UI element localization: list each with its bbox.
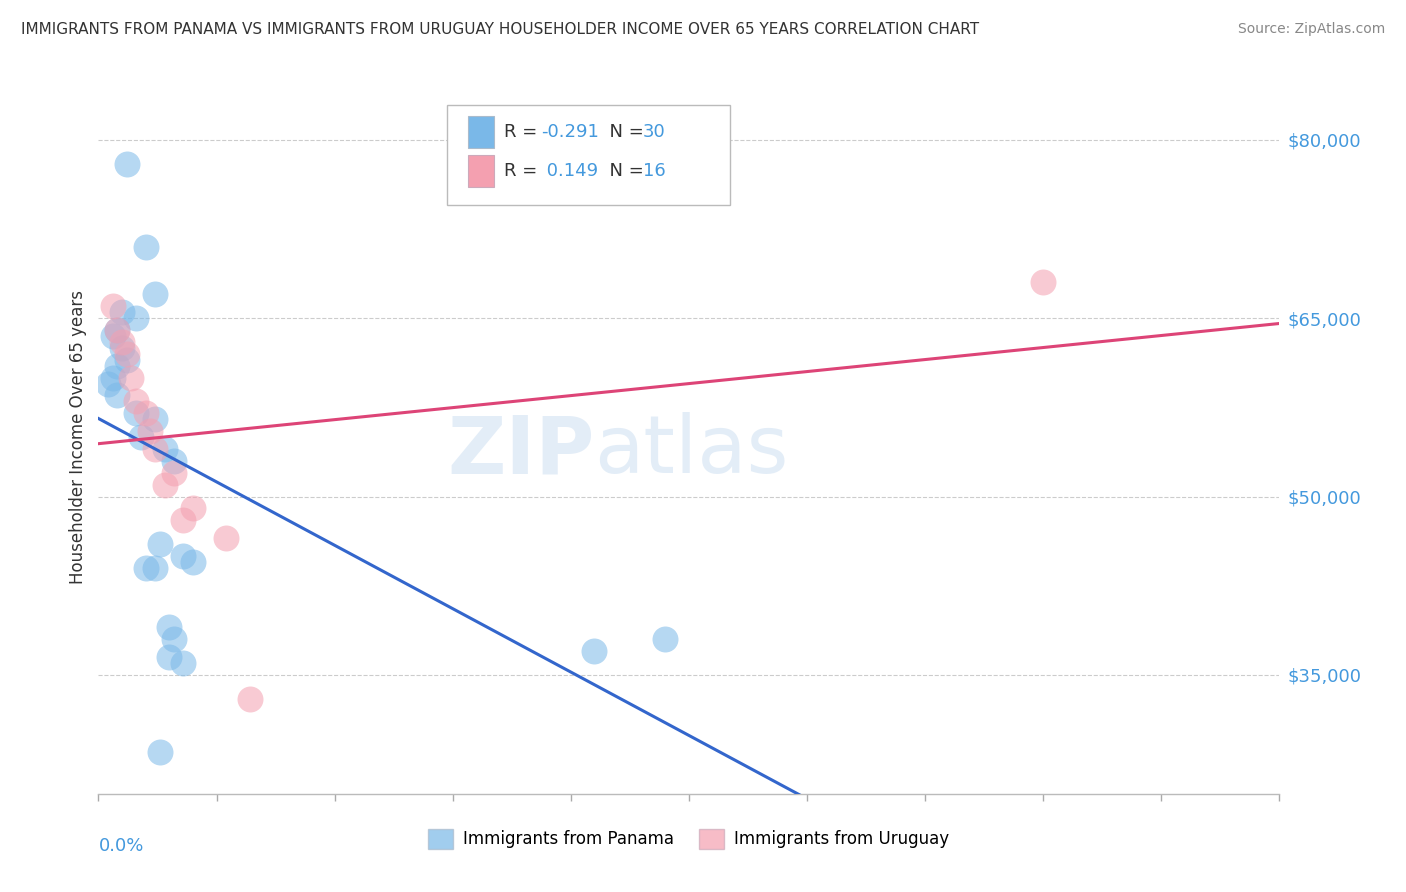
Text: -0.291: -0.291 [541, 123, 599, 141]
Text: 0.0%: 0.0% [98, 837, 143, 855]
Text: 16: 16 [643, 162, 665, 180]
Text: R =: R = [503, 162, 543, 180]
Point [583, 644, 606, 658]
Point [125, 394, 148, 409]
Point [101, 329, 124, 343]
FancyBboxPatch shape [468, 116, 494, 148]
Text: 0.149: 0.149 [541, 162, 599, 180]
Point [215, 531, 238, 545]
Point [1032, 276, 1054, 290]
Point [115, 347, 138, 361]
Point [157, 650, 180, 665]
Point [172, 513, 194, 527]
Point [135, 240, 157, 254]
Point [111, 341, 134, 355]
Text: 30: 30 [643, 123, 665, 141]
Text: Source: ZipAtlas.com: Source: ZipAtlas.com [1237, 22, 1385, 37]
Point [143, 442, 166, 456]
Point [115, 352, 138, 367]
Point [105, 323, 128, 337]
Point [111, 305, 134, 319]
Point [143, 561, 166, 575]
Text: R =: R = [503, 123, 543, 141]
Point [143, 287, 166, 301]
Point [129, 430, 152, 444]
Point [172, 549, 194, 563]
Point [153, 442, 176, 456]
Point [101, 370, 124, 384]
Point [239, 691, 262, 706]
Point [105, 323, 128, 337]
Y-axis label: Householder Income Over 65 years: Householder Income Over 65 years [69, 290, 87, 584]
Point [163, 466, 186, 480]
Point [135, 561, 157, 575]
Point [181, 501, 204, 516]
Point [105, 388, 128, 402]
Legend: Immigrants from Panama, Immigrants from Uruguay: Immigrants from Panama, Immigrants from … [420, 821, 957, 857]
Point [139, 424, 162, 438]
Text: N =: N = [598, 162, 650, 180]
FancyBboxPatch shape [447, 105, 730, 205]
Point [654, 632, 676, 647]
Point [125, 406, 148, 420]
Point [172, 656, 194, 670]
Point [125, 311, 148, 326]
Point [157, 620, 180, 634]
Text: N =: N = [598, 123, 650, 141]
Point [163, 632, 186, 647]
Point [115, 156, 138, 170]
Point [111, 334, 134, 349]
Point [153, 477, 176, 491]
Text: atlas: atlas [595, 412, 789, 491]
Text: IMMIGRANTS FROM PANAMA VS IMMIGRANTS FROM URUGUAY HOUSEHOLDER INCOME OVER 65 YEA: IMMIGRANTS FROM PANAMA VS IMMIGRANTS FRO… [21, 22, 979, 37]
Point [135, 406, 157, 420]
Text: ZIP: ZIP [447, 412, 595, 491]
Point [143, 412, 166, 426]
Point [121, 370, 143, 384]
Point [149, 537, 172, 551]
Point [105, 359, 128, 373]
Point [149, 745, 172, 759]
Point [163, 454, 186, 468]
Point [101, 299, 124, 313]
FancyBboxPatch shape [468, 155, 494, 187]
Point [181, 555, 204, 569]
Point [97, 376, 120, 391]
